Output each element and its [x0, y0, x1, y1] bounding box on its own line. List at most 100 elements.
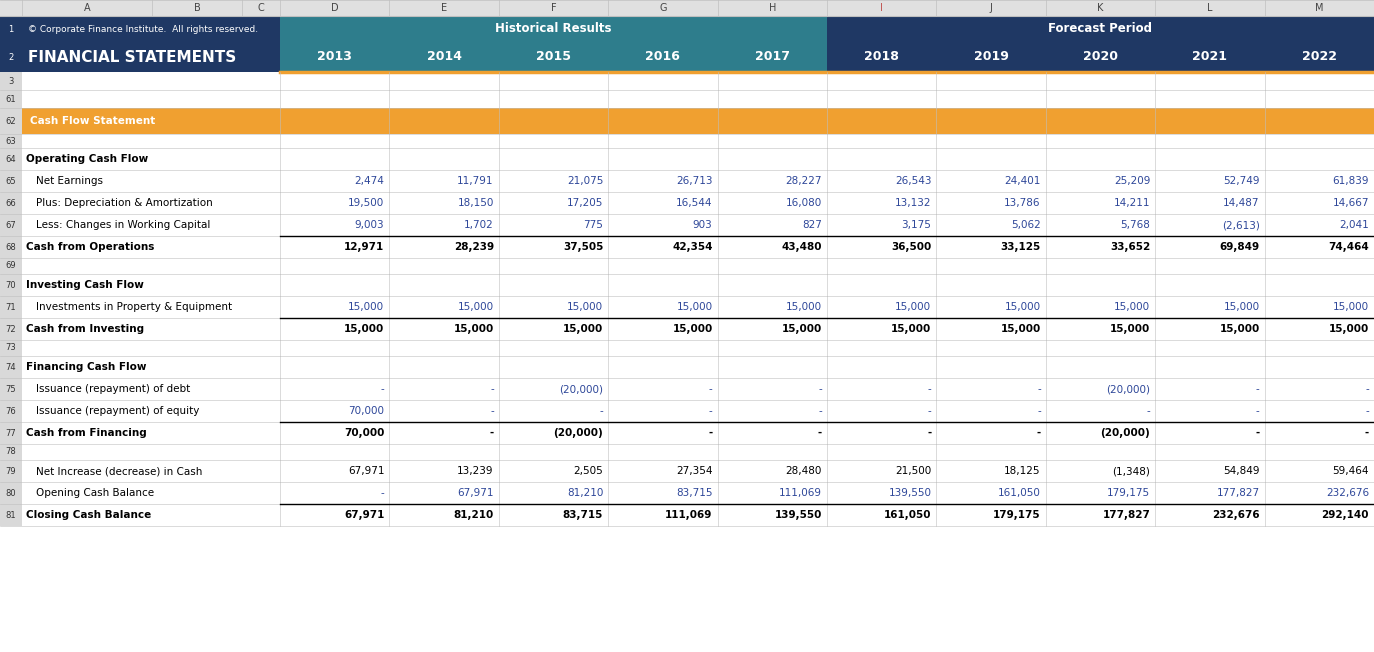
Text: 18,150: 18,150: [458, 198, 493, 208]
Text: -: -: [927, 406, 932, 416]
Text: B: B: [194, 3, 201, 13]
Bar: [0, 482, 1374, 504]
Text: 15,000: 15,000: [892, 324, 932, 334]
Text: K: K: [1098, 3, 1103, 13]
Text: 72: 72: [5, 325, 16, 334]
Text: 28,239: 28,239: [453, 242, 493, 252]
Text: 70,000: 70,000: [349, 406, 385, 416]
Text: 81: 81: [5, 511, 16, 520]
Text: 63: 63: [5, 136, 16, 145]
Bar: [0, 192, 22, 214]
Bar: [0, 460, 22, 482]
Text: 111,069: 111,069: [665, 510, 713, 520]
Text: 75: 75: [5, 385, 16, 394]
Text: 827: 827: [802, 220, 822, 230]
Text: 14,211: 14,211: [1114, 198, 1150, 208]
Text: (2,613): (2,613): [1221, 220, 1260, 230]
Text: 161,050: 161,050: [998, 488, 1040, 498]
Text: 61,839: 61,839: [1333, 176, 1369, 186]
Text: -: -: [381, 384, 385, 394]
Text: Cash from Financing: Cash from Financing: [26, 428, 147, 438]
Bar: [0, 42, 22, 72]
Text: 36,500: 36,500: [892, 242, 932, 252]
Text: 139,550: 139,550: [889, 488, 932, 498]
Text: 17,205: 17,205: [567, 198, 603, 208]
Text: 16,080: 16,080: [786, 198, 822, 208]
Text: 19,500: 19,500: [348, 198, 385, 208]
Bar: [0, 422, 1374, 444]
Text: 26,713: 26,713: [676, 176, 713, 186]
Text: 2,505: 2,505: [573, 466, 603, 476]
Text: Opening Cash Balance: Opening Cash Balance: [36, 488, 154, 498]
Text: M: M: [1315, 3, 1323, 13]
Text: Cash from Operations: Cash from Operations: [26, 242, 154, 252]
Bar: [0, 400, 22, 422]
Text: 28,480: 28,480: [786, 466, 822, 476]
Text: 13,132: 13,132: [894, 198, 932, 208]
Text: 73: 73: [5, 344, 16, 353]
Text: 15,000: 15,000: [896, 302, 932, 312]
Text: 2018: 2018: [864, 50, 899, 63]
Text: 161,050: 161,050: [883, 510, 932, 520]
Text: 2013: 2013: [317, 50, 352, 63]
Text: -: -: [491, 384, 493, 394]
Bar: [0, 356, 22, 378]
Bar: [0, 378, 22, 400]
Text: 2022: 2022: [1301, 50, 1337, 63]
Text: 54,849: 54,849: [1223, 466, 1260, 476]
Bar: [0, 42, 280, 72]
Text: 43,480: 43,480: [782, 242, 822, 252]
Text: F: F: [551, 3, 556, 13]
Text: 59,464: 59,464: [1333, 466, 1369, 476]
Text: Investing Cash Flow: Investing Cash Flow: [26, 280, 144, 290]
Text: -: -: [1256, 406, 1260, 416]
Text: 83,715: 83,715: [563, 510, 603, 520]
Text: 52,749: 52,749: [1223, 176, 1260, 186]
Bar: [0, 148, 22, 170]
Text: 179,175: 179,175: [993, 510, 1040, 520]
Bar: [0, 318, 1374, 340]
Text: Closing Cash Balance: Closing Cash Balance: [26, 510, 151, 520]
Bar: [609, 0, 717, 16]
Text: 65: 65: [5, 177, 16, 186]
Bar: [499, 0, 609, 16]
Text: -: -: [1256, 384, 1260, 394]
Text: 25,209: 25,209: [1114, 176, 1150, 186]
Text: Net Earnings: Net Earnings: [36, 176, 103, 186]
Bar: [0, 444, 22, 460]
Bar: [0, 236, 1374, 258]
Bar: [0, 72, 22, 90]
Bar: [1156, 42, 1264, 72]
Text: 67,971: 67,971: [344, 510, 385, 520]
Text: -: -: [819, 406, 822, 416]
Bar: [280, 0, 389, 16]
Text: -: -: [599, 406, 603, 416]
Text: -: -: [709, 384, 713, 394]
Text: H: H: [768, 3, 776, 13]
Text: 15,000: 15,000: [344, 324, 385, 334]
Text: (20,000): (20,000): [559, 384, 603, 394]
Text: -: -: [1037, 384, 1040, 394]
Bar: [937, 0, 1046, 16]
Text: 13,239: 13,239: [458, 466, 493, 476]
Bar: [22, 0, 280, 16]
Text: Plus: Depreciation & Amortization: Plus: Depreciation & Amortization: [36, 198, 213, 208]
Bar: [0, 236, 22, 258]
Text: (20,000): (20,000): [554, 428, 603, 438]
Bar: [0, 258, 22, 274]
Text: -: -: [1366, 406, 1369, 416]
Text: -: -: [1036, 428, 1040, 438]
Bar: [609, 42, 717, 72]
Text: L: L: [1208, 3, 1213, 13]
Text: 81,210: 81,210: [453, 510, 493, 520]
Text: 2015: 2015: [536, 50, 572, 63]
Text: 15,000: 15,000: [1114, 302, 1150, 312]
Text: 13,786: 13,786: [1004, 198, 1040, 208]
Text: 15,000: 15,000: [1223, 302, 1260, 312]
Text: -: -: [381, 488, 385, 498]
Text: 14,487: 14,487: [1223, 198, 1260, 208]
Text: -: -: [489, 428, 493, 438]
Text: (20,000): (20,000): [1106, 384, 1150, 394]
Bar: [0, 170, 1374, 192]
Text: (1,348): (1,348): [1113, 466, 1150, 476]
